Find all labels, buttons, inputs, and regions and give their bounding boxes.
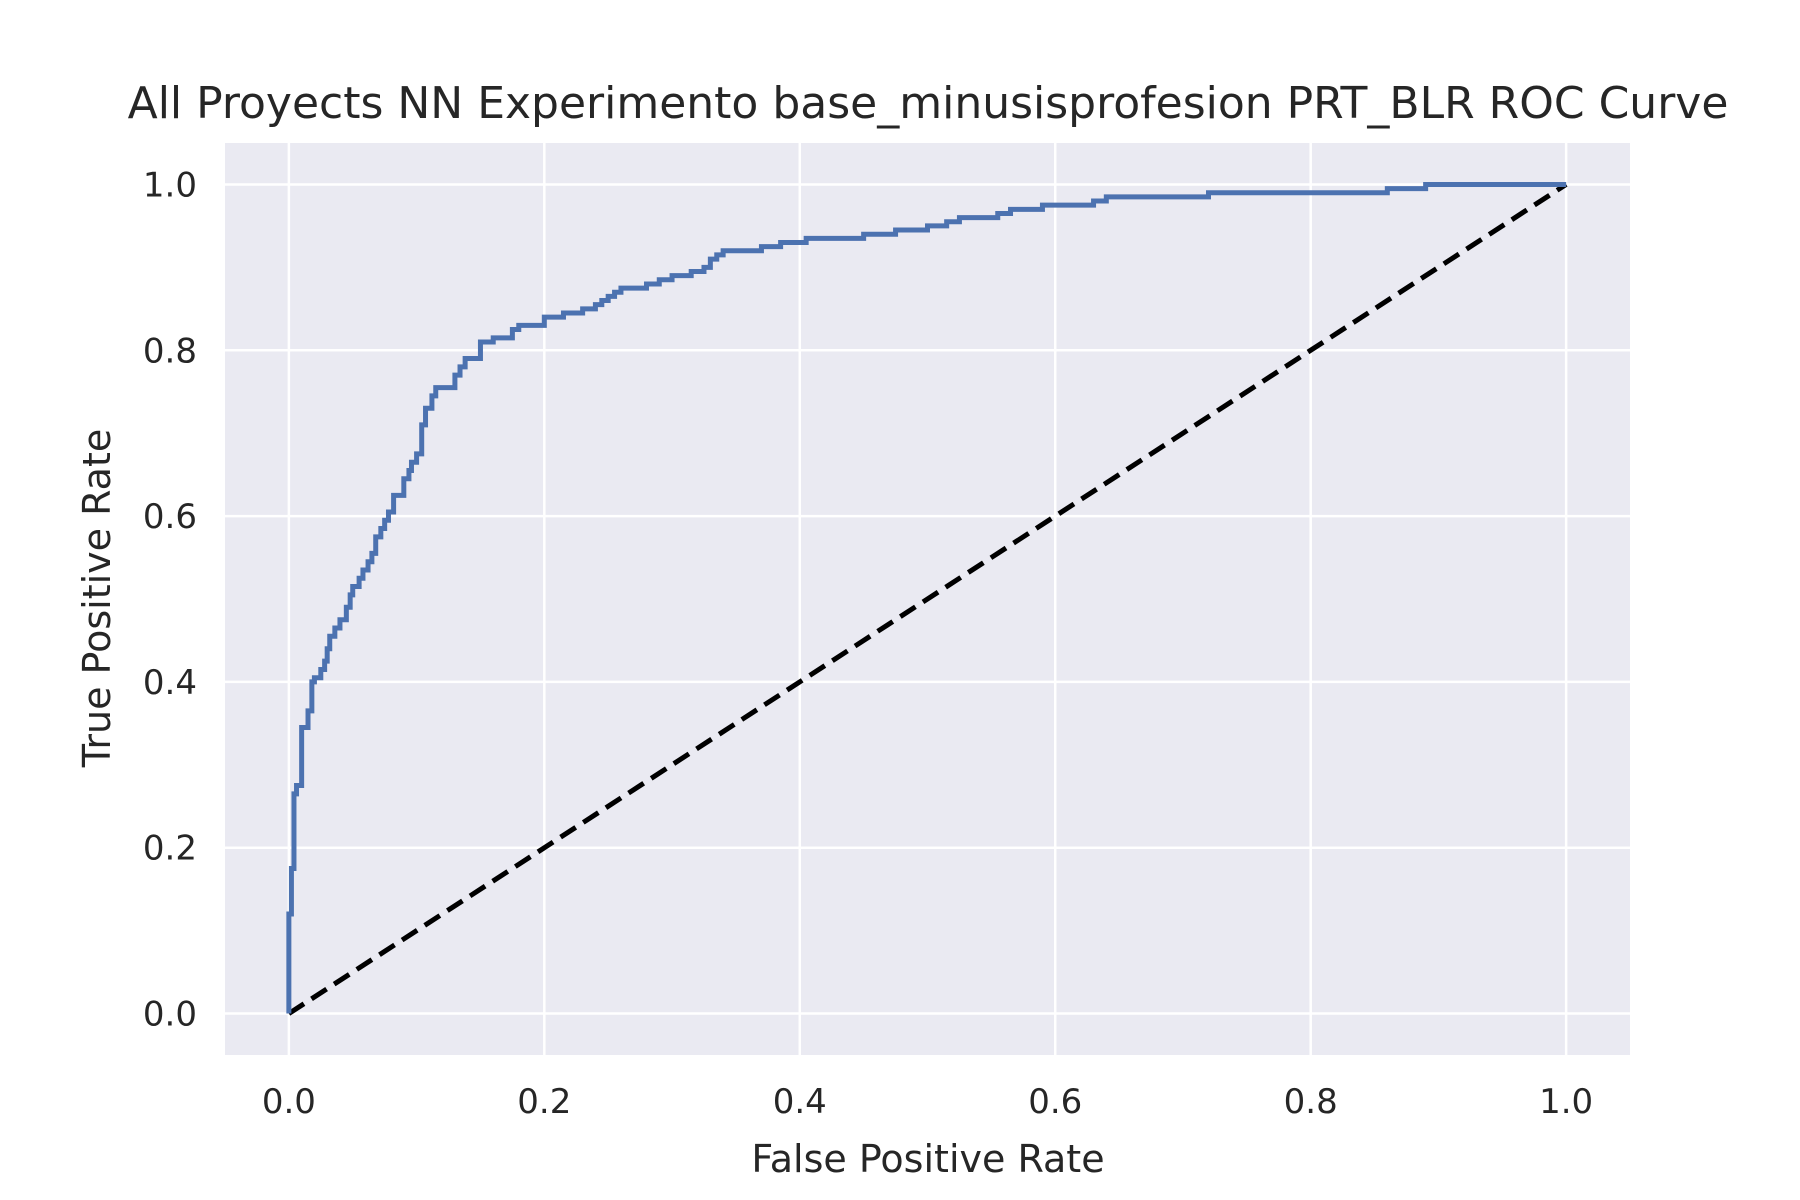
random-classifier-diagonal-line: [287, 182, 1568, 1016]
y-tick-label: 0.2: [143, 829, 197, 869]
x-tick-label: 0.6: [1028, 1082, 1082, 1122]
x-tick-label: 0.0: [262, 1082, 316, 1122]
x-tick-label: 0.4: [773, 1082, 827, 1122]
y-tick-label: 0.4: [143, 663, 197, 703]
x-tick-label: 0.8: [1284, 1082, 1338, 1122]
roc-curve-line: [286, 181, 1567, 1014]
y-tick-label: 0.6: [143, 497, 197, 537]
y-axis-label: True Positive Rate: [75, 429, 119, 769]
x-tick-label: 1.0: [1539, 1082, 1593, 1122]
grid-lines: [225, 143, 1630, 1055]
tick-labels: 0.0 0.2 0.4 0.6 0.8 1.0 0.0 0.2 0.4 0.6 0.8 1.0: [143, 165, 1593, 1122]
y-tick-label: 0.8: [143, 331, 197, 371]
x-axis-label: False Positive Rate: [751, 1137, 1104, 1181]
x-tick-label: 0.2: [517, 1082, 571, 1122]
chart-title: All Proyects NN Experimento base_minusis…: [128, 78, 1729, 129]
y-tick-label: 0.0: [143, 995, 197, 1035]
y-tick-label: 1.0: [143, 165, 197, 205]
series-layer: [286, 181, 1568, 1016]
